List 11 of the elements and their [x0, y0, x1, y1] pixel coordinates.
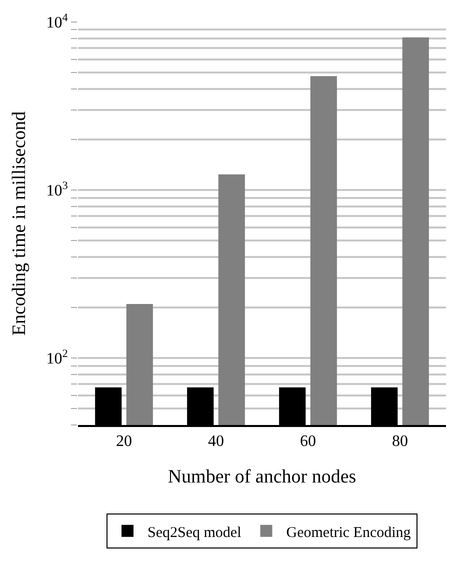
x-tick-label: 80	[392, 433, 408, 450]
y-tick-label: 10$^{2}$	[46, 348, 68, 368]
x-tick-label: 60	[300, 433, 316, 450]
x-axis-title: Number of anchor nodes	[168, 466, 356, 488]
y-axis-title: Encoding time in millisecond	[9, 110, 30, 336]
y-tick-label: 10$^{3}$	[46, 180, 68, 200]
legend-label: Seq2Seq model	[148, 524, 242, 541]
legend-label: Geometric Encoding	[286, 524, 412, 541]
x-tick-label: 20	[116, 433, 132, 450]
x-tick-label: 40	[208, 433, 224, 450]
y-tick-label: 10$^{4}$	[46, 12, 68, 32]
